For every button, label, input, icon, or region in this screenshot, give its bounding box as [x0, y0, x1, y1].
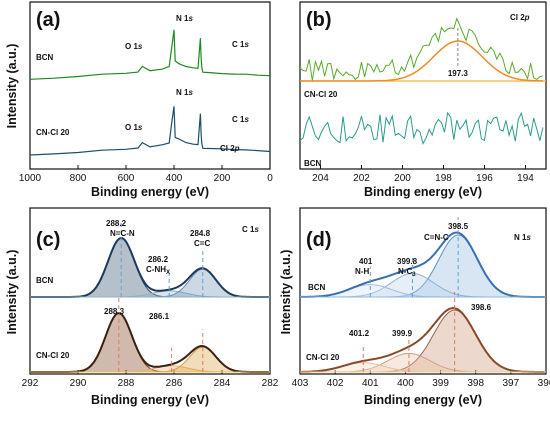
panel-d-ann-398-6: 398.6	[471, 303, 492, 312]
panel-b-peak-label: 197.3	[448, 69, 469, 78]
fit-envelope	[300, 307, 545, 373]
xtick-label: 402	[327, 378, 344, 389]
panel-a-series-bcn	[29, 29, 271, 80]
xtick-label: 400	[397, 378, 414, 389]
panel-c-frame	[29, 207, 271, 375]
panel-d-ann-399-9: 399.9	[392, 329, 413, 338]
panel-a-n1s-top: N 1s	[176, 14, 193, 23]
panel-d-ann-cnc: C=N-C	[424, 233, 449, 242]
panel-c-ann-cnhx: C-NHX	[146, 265, 170, 276]
fit-component	[30, 312, 269, 373]
panel-b-bcn-label: BCN	[304, 159, 322, 168]
xtick-label: 396	[538, 378, 550, 389]
xtick-label: 1000	[19, 173, 42, 184]
panel-c-xlabel: Binding energy (eV)	[91, 393, 209, 407]
panel-b-xlabel: Binding energy (eV)	[364, 185, 482, 199]
panel-a-series-cncl20	[29, 106, 271, 156]
xtick-label: 600	[118, 173, 135, 184]
panel-d-ann-399-8: 399.8	[397, 257, 418, 266]
panel-b-cncl-label: CN-Cl 20	[304, 90, 338, 99]
xtick-label: 292	[22, 378, 39, 389]
xtick-label: 398	[467, 378, 484, 389]
panel-c-ann-286-2: 286.2	[148, 255, 169, 264]
xtick-label: 202	[353, 173, 370, 184]
panel-d-ann-401: 401	[359, 257, 373, 266]
panel-a: (a) Intensity (a.u.) Binding energy (eV)…	[5, 1, 273, 199]
panel-d-title: N 1s	[514, 233, 531, 242]
panel-a-c1s-bottom: C 1s	[232, 115, 249, 124]
panel-a-c1s-top: C 1s	[232, 40, 249, 49]
xtick-label: 800	[70, 173, 87, 184]
panel-d-label: (d)	[306, 229, 332, 251]
fit-envelope	[30, 312, 269, 373]
panel-c-ann-288-3: 288.3	[104, 307, 125, 316]
panel-b-title: Cl 2p	[510, 13, 530, 22]
panel-c-title: C 1s	[242, 225, 259, 234]
panel-c-ann-286-1: 286.1	[149, 312, 170, 321]
panel-a-xticks: 1000 800 600 400 200 0	[19, 165, 273, 184]
panel-c-ann-cc: C=C	[194, 239, 210, 248]
panel-b: (b) Cl 2p Binding energy (eV) 204 202 200 1…	[299, 1, 547, 199]
panel-a-cl2p: Cl 2p	[220, 144, 240, 153]
xtick-label: 399	[432, 378, 449, 389]
panel-a-n1s-bottom: N 1s	[176, 88, 193, 97]
panel-d-ann-nh: N-H	[355, 267, 369, 276]
panel-d-ann-398-5: 398.5	[448, 222, 469, 231]
xtick-label: 290	[70, 378, 87, 389]
xtick-label: 200	[394, 173, 411, 184]
panel-a-bcn-label: BCN	[36, 53, 54, 62]
panel-a-frame	[29, 1, 271, 170]
panel-d-ann-nc3: N-C3	[398, 267, 416, 278]
xtick-label: 397	[503, 378, 520, 389]
panel-a-cncl-label: CN-Cl 20	[36, 128, 70, 137]
panel-c-ann-284-8: 284.8	[190, 229, 211, 238]
panel-c-ylabel: Intensity (a.u.)	[5, 250, 19, 335]
xtick-label: 0	[267, 173, 273, 184]
panel-d-xticks: 403 402 401 400 399 398 397 396	[292, 370, 550, 389]
xtick-label: 400	[166, 173, 183, 184]
panel-d-ann-401-2: 401.2	[349, 329, 370, 338]
panel-c: (c) C 1s Intensity (a.u.) Binding energy…	[5, 207, 279, 407]
xtick-label: 204	[312, 173, 329, 184]
panel-c-cncl-label: CN-Cl 20	[36, 351, 70, 360]
panel-a-o1s-top: O 1s	[125, 42, 143, 51]
panel-a-xlabel: Binding energy (eV)	[91, 185, 209, 199]
panel-c-curves	[30, 220, 270, 373]
xtick-label: 282	[262, 378, 279, 389]
panel-c-ann-ncn: N=C-N	[110, 229, 135, 238]
panel-b-fit-curve	[300, 40, 543, 82]
panel-d-curves	[299, 217, 546, 373]
panel-b-label: (b)	[306, 9, 332, 31]
xtick-label: 403	[292, 378, 309, 389]
xtick-label: 200	[214, 173, 231, 184]
fit-envelope	[299, 231, 545, 298]
xtick-label: 194	[517, 173, 534, 184]
panel-a-label: (a)	[36, 9, 60, 31]
panel-a-ylabel: Intensity (a.u.)	[5, 44, 19, 129]
panel-c-ann-288-2: 288.2	[106, 219, 127, 228]
xtick-label: 284	[214, 378, 231, 389]
panel-d: (d) N 1s Intensity (a.u.) Binding energy…	[279, 207, 550, 407]
xtick-label: 286	[166, 378, 183, 389]
xtick-label: 401	[362, 378, 379, 389]
panel-c-bcn-label: BCN	[36, 276, 54, 285]
panel-c-label: (c)	[36, 229, 60, 251]
panel-b-frame	[299, 1, 547, 170]
panel-d-bcn-label: BCN	[308, 283, 326, 292]
panel-d-xlabel: Binding energy (eV)	[364, 393, 482, 407]
panel-d-ylabel: Intensity (a.u.)	[279, 250, 293, 335]
panel-d-frame	[299, 207, 547, 375]
panel-b-series-bcn	[299, 111, 544, 145]
panel-b-xticks: 204 202 200 198 196 194	[312, 165, 534, 184]
xtick-label: 196	[476, 173, 493, 184]
panel-b-series-cncl20	[299, 17, 544, 81]
panel-d-cncl-label: CN-Cl 20	[306, 353, 340, 362]
panel-a-o1s-bottom: O 1s	[125, 123, 143, 132]
xtick-label: 288	[118, 378, 135, 389]
xtick-label: 198	[435, 173, 452, 184]
